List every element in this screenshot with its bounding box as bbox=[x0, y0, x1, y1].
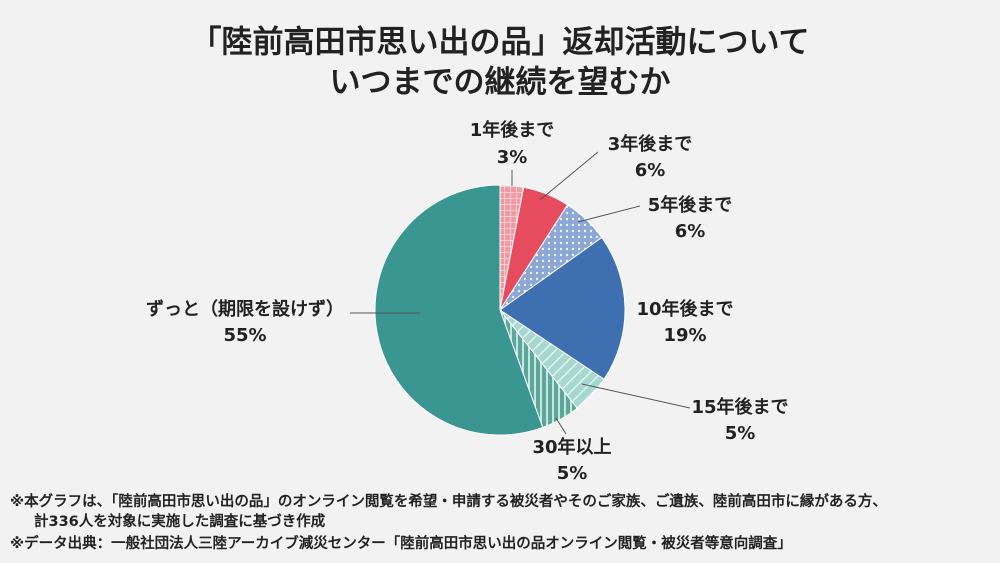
chart-title: 「陸前高田市思い出の品」返却活動について bbox=[190, 25, 809, 61]
slice-label: 3年後まで bbox=[608, 133, 693, 155]
slice-label: 1年後まで bbox=[470, 119, 555, 141]
pie-slice-pattern bbox=[500, 310, 605, 409]
leader-line bbox=[539, 151, 599, 201]
leader-line bbox=[555, 417, 567, 435]
slice-label: 10年後まで bbox=[636, 298, 733, 320]
pie-slice bbox=[499, 236, 626, 380]
leader-line bbox=[577, 205, 641, 223]
leader-line bbox=[581, 383, 691, 409]
slice-value-label: 5% bbox=[725, 423, 756, 444]
slice-label: ずっと（期限を設けず） bbox=[146, 298, 344, 320]
pie-slice bbox=[374, 184, 544, 436]
slice-label: 30年以上 bbox=[532, 436, 611, 458]
slice-value-label: 5% bbox=[557, 463, 588, 484]
footnote: ※本グラフは、「陸前高田市思い出の品」のオンライン閲覧を希望・申請する被災者やそ… bbox=[10, 492, 887, 510]
slice-label: 5年後まで bbox=[648, 194, 733, 216]
pie-slice-pattern bbox=[500, 204, 602, 310]
slice-value-label: 55% bbox=[223, 325, 266, 346]
slice-value-label: 6% bbox=[635, 160, 666, 181]
slice-label: 15年後まで bbox=[691, 396, 788, 418]
footnote: ※データ出典：一般社団法人三陸アーカイブ減災センター「陸前高田市思い出の品オンラ… bbox=[10, 534, 792, 552]
pie-slice-pattern bbox=[500, 310, 578, 428]
slice-value-label: 19% bbox=[663, 325, 706, 346]
slice-value-label: 6% bbox=[675, 221, 706, 242]
slice-value-label: 3% bbox=[497, 147, 528, 168]
chart-title: いつまでの継続を望むか bbox=[330, 65, 671, 101]
footnote: 計336人を対象に実施した調査に基づき作成 bbox=[34, 512, 326, 530]
